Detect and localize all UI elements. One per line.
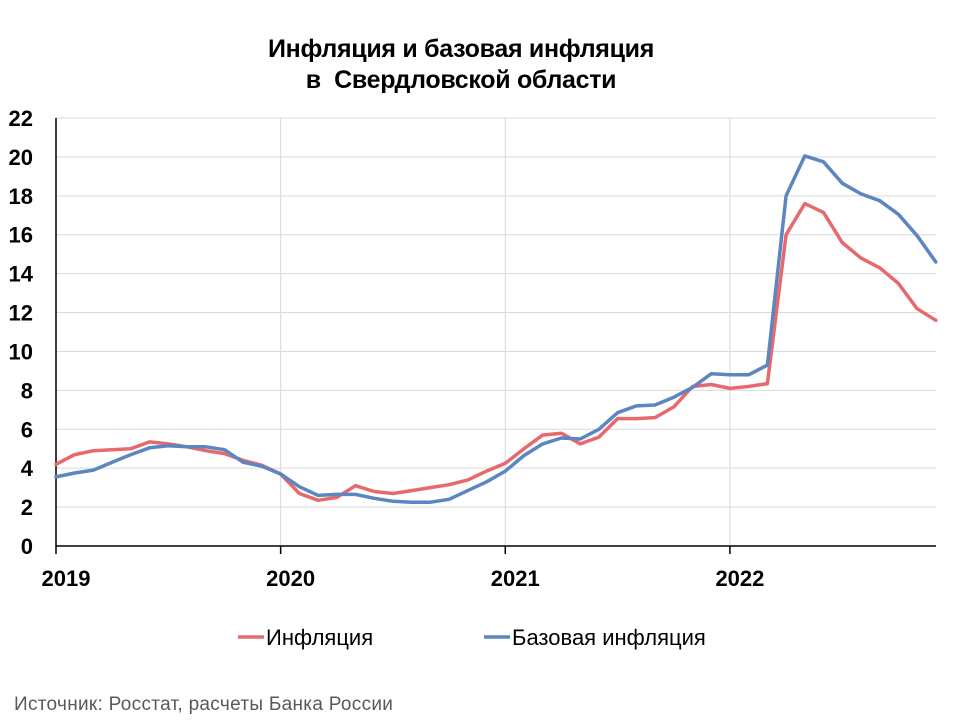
y-tick-label: 6 [21, 417, 33, 442]
chart-title: Инфляция и базовая инфляция в Свердловск… [0, 34, 922, 96]
y-tick-label: 0 [21, 534, 33, 559]
y-tick-label: 2 [21, 495, 33, 520]
x-tick-label: 2021 [491, 566, 540, 591]
source-note: Источник: Росстат, расчеты Банка России [14, 694, 394, 715]
chart-title-line-1: Инфляция и базовая инфляция [268, 35, 654, 63]
y-tick-label: 16 [9, 223, 33, 248]
y-tick-label: 22 [9, 106, 33, 131]
y-tick-label: 12 [9, 301, 33, 326]
y-tick-label: 18 [9, 184, 33, 209]
series-lines [54, 154, 938, 504]
legend-label-inflation: Инфляция [266, 625, 373, 650]
y-tick-label: 8 [21, 378, 33, 403]
axes [55, 118, 936, 554]
y-tick-label: 14 [9, 262, 34, 287]
y-tick-label: 20 [9, 145, 33, 170]
y-tick-label: 10 [9, 339, 33, 364]
x-tick-label: 2022 [715, 566, 764, 591]
legend-label-core-inflation: Базовая инфляция [512, 625, 706, 650]
grid [56, 117, 936, 546]
series-line-core-inflation [54, 154, 938, 504]
legend: Инфляция Базовая инфляция [238, 625, 706, 650]
series-line-inflation [54, 201, 938, 503]
chart-title-line-2: в Свердловской области [305, 66, 617, 94]
x-tick-label: 2020 [266, 566, 315, 591]
y-tick-label: 4 [21, 456, 34, 481]
x-tick-label: 2019 [42, 566, 91, 591]
